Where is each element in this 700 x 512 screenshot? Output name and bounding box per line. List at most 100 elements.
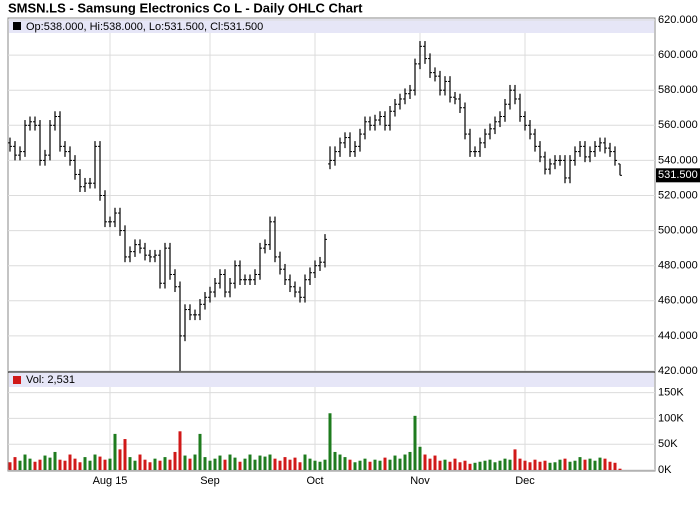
volume-bar: [243, 458, 247, 470]
volume-bar: [43, 455, 47, 470]
volume-bar: [148, 462, 152, 470]
volume-bar: [573, 460, 577, 470]
volume-bar: [298, 462, 302, 470]
volume-bar: [378, 460, 382, 470]
volume-bar: [313, 460, 317, 470]
volume-bar: [493, 462, 497, 470]
last-price-tag: [656, 168, 700, 183]
volume-bar: [23, 454, 27, 470]
volume-bar: [78, 462, 82, 470]
volume-bar: [503, 458, 507, 470]
volume-bar: [593, 460, 597, 470]
volume-bar: [143, 459, 147, 470]
volume-bar: [373, 459, 377, 470]
volume-bar: [428, 458, 432, 470]
volume-bar: [328, 413, 332, 470]
y-tick-label: 480.000: [658, 260, 698, 272]
volume-bar: [333, 451, 337, 470]
volume-bar: [278, 460, 282, 470]
volume-bar: [513, 449, 517, 470]
volume-legend: Vol: 2,531: [26, 374, 75, 386]
volume-bar: [168, 459, 172, 470]
volume-bar: [538, 461, 542, 470]
volume-bar: [103, 459, 107, 470]
x-tick-label: Sep: [200, 475, 220, 487]
volume-bar: [578, 457, 582, 470]
x-tick-label: Nov: [410, 475, 430, 487]
volume-bar: [308, 458, 312, 470]
volume-bar: [98, 456, 102, 470]
volume-bar: [358, 460, 362, 470]
y-tick-label: 150K: [658, 387, 684, 399]
volume-bar: [528, 462, 532, 470]
x-tick-label: Dec: [515, 475, 535, 487]
volume-bar: [108, 458, 112, 470]
volume-bar: [568, 461, 572, 470]
volume-bar: [463, 460, 467, 470]
volume-bar: [353, 462, 357, 470]
y-tick-label: 460.000: [658, 295, 698, 307]
volume-bar: [188, 458, 192, 470]
volume-bar: [423, 454, 427, 470]
volume-bar: [288, 459, 292, 470]
volume-bar: [518, 458, 522, 470]
volume-bar: [303, 454, 307, 470]
volume-bar: [13, 457, 17, 470]
volume-bar: [448, 461, 452, 470]
volume-bar: [343, 457, 347, 470]
volume-bar: [28, 458, 32, 470]
volume-bar: [458, 462, 462, 470]
volume-bar: [403, 454, 407, 470]
volume-bar: [73, 458, 77, 470]
last-price-label: 531.500: [658, 169, 698, 181]
x-tick-label: Oct: [306, 475, 323, 487]
volume-bar: [163, 457, 167, 470]
volume-bar: [133, 460, 137, 470]
volume-bar: [53, 451, 57, 470]
volume-bar: [558, 459, 562, 470]
y-tick-label: 100K: [658, 412, 684, 424]
volume-bar: [473, 462, 477, 470]
x-tick-label: Aug 15: [93, 475, 128, 487]
volume-bar: [318, 461, 322, 470]
volume-legend-icon: [13, 376, 21, 384]
volume-bar: [488, 459, 492, 470]
volume-bar: [158, 460, 162, 470]
volume-bar: [398, 458, 402, 470]
volume-bar: [433, 455, 437, 470]
volume-bar: [113, 433, 117, 470]
volume-bar: [293, 457, 297, 470]
volume-bar: [523, 460, 527, 470]
volume-bar: [273, 458, 277, 470]
y-tick-label: 620.000: [658, 14, 698, 26]
chart-title: SMSN.LS - Samsung Electronics Co L - Dai…: [8, 0, 363, 15]
volume-bar: [268, 454, 272, 470]
price-legend: Op:538.000, Hi:538.000, Lo:531.500, Cl:5…: [26, 21, 263, 33]
y-tick-label: 580.000: [658, 84, 698, 96]
volume-bar: [453, 458, 457, 470]
volume-bar: [178, 431, 182, 470]
y-tick-label: 540.000: [658, 154, 698, 166]
volume-bar: [33, 461, 37, 470]
volume-bar: [128, 457, 132, 470]
y-tick-label: 0K: [658, 464, 672, 476]
volume-bar: [363, 458, 367, 470]
price-header: [9, 19, 654, 33]
volume-bar: [258, 455, 262, 470]
volume-bar: [498, 460, 502, 470]
volume-bar: [18, 460, 22, 470]
volume-bar: [563, 458, 567, 470]
volume-header: [9, 373, 654, 387]
volume-bar: [198, 433, 202, 470]
volume-bar: [438, 460, 442, 470]
volume-bar: [138, 454, 142, 470]
volume-bar: [38, 459, 42, 470]
volume-bar: [613, 462, 617, 470]
volume-bar: [118, 449, 122, 470]
volume-bar: [68, 454, 72, 470]
volume-bar: [228, 454, 232, 470]
volume-bar: [348, 459, 352, 470]
volume-bar: [533, 459, 537, 470]
volume-bar: [468, 463, 472, 470]
volume-bar: [213, 458, 217, 470]
